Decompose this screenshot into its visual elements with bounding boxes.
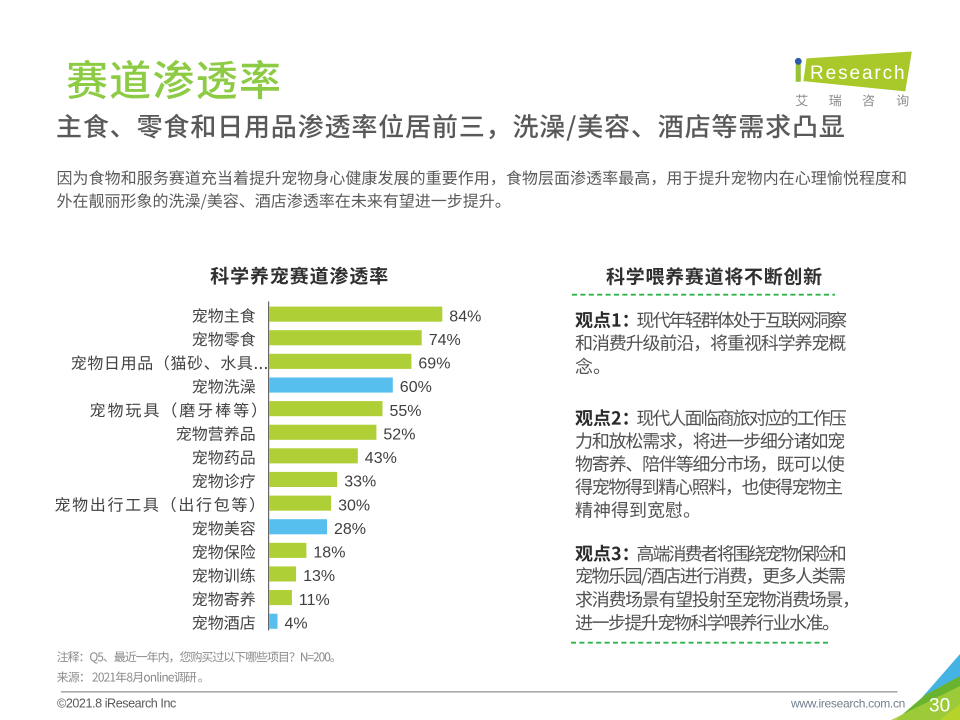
svg-text:4%: 4% (285, 615, 308, 632)
svg-text:Research: Research (810, 63, 907, 84)
svg-text:30: 30 (929, 696, 950, 717)
svg-text:69%: 69% (418, 356, 450, 373)
svg-text:©2021.8 iResearch Inc: ©2021.8 iResearch Inc (57, 696, 176, 710)
svg-text:18%: 18% (313, 545, 345, 562)
svg-text:30%: 30% (338, 497, 370, 514)
svg-text:www.iresearch.com.cn: www.iresearch.com.cn (790, 697, 905, 711)
svg-text:74%: 74% (429, 332, 461, 349)
svg-text:13%: 13% (303, 568, 335, 585)
svg-text:52%: 52% (383, 427, 415, 444)
svg-text:11%: 11% (299, 592, 330, 609)
svg-text:28%: 28% (334, 521, 366, 538)
svg-text:60%: 60% (400, 379, 432, 396)
svg-text:33%: 33% (344, 474, 376, 491)
svg-text:84%: 84% (449, 308, 481, 325)
svg-text:43%: 43% (365, 450, 397, 467)
svg-text:55%: 55% (390, 403, 422, 420)
